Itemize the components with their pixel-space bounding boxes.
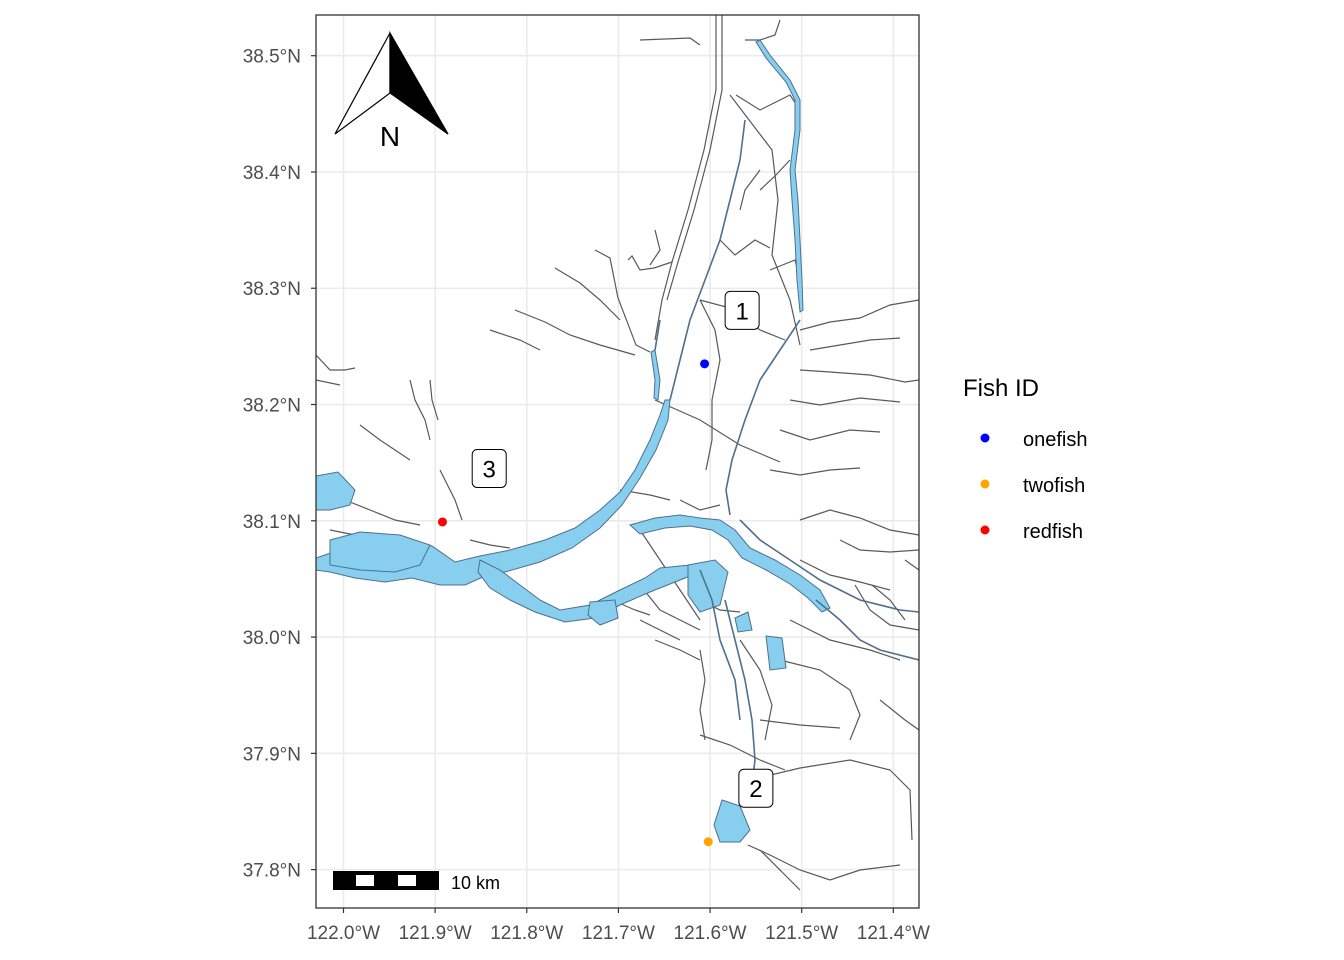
region-label-box — [724, 290, 760, 330]
fish-points — [437, 359, 713, 847]
region-labels: 1 3 2 — [471, 290, 774, 808]
region-label-1: 1 — [724, 290, 760, 330]
region-label-2: 2 — [738, 768, 774, 808]
map-content: 1 3 2 — [316, 15, 919, 891]
panel-border — [315, 14, 920, 909]
y-tick-label: 38.3°N — [243, 279, 301, 300]
fish-point-redfish — [437, 517, 447, 527]
y-tick-label: 38.2°N — [243, 396, 301, 417]
y-tick-label: 38.0°N — [243, 628, 301, 649]
region-label-text: 2 — [749, 776, 762, 803]
legend-label-onefish: onefish — [1023, 429, 1088, 451]
x-tick-label: 121.9°W — [399, 923, 472, 944]
x-tick-label: 122.0°W — [307, 923, 380, 944]
map-panel — [316, 15, 919, 908]
scale-bar: 10 km — [333, 871, 500, 893]
legend-label-twofish: twofish — [1023, 475, 1085, 497]
region-label-text: 3 — [483, 456, 496, 483]
legend: Fish ID onefish twofish redfish — [963, 375, 1088, 543]
x-tick-label: 121.5°W — [765, 923, 838, 944]
y-tick-label: 37.9°N — [243, 744, 301, 765]
water-bodies — [316, 39, 831, 843]
legend-key-twofish — [980, 479, 990, 489]
scale-bar-label: 10 km — [451, 873, 500, 893]
legend-items: onefish twofish redfish — [980, 429, 1088, 543]
legend-key-onefish — [980, 433, 990, 443]
scale-bar-segment — [356, 875, 374, 886]
fish-point-onefish — [700, 359, 710, 369]
region-label-3: 3 — [471, 448, 507, 488]
land-boundaries — [316, 15, 919, 891]
grid-lines — [316, 15, 919, 908]
x-tick-label: 121.6°W — [674, 923, 747, 944]
fish-point-twofish — [703, 837, 713, 847]
y-tick-label: 37.8°N — [243, 861, 301, 882]
legend-key-redfish — [980, 525, 990, 535]
y-tick-label: 38.4°N — [243, 163, 301, 184]
water-channels — [654, 119, 919, 801]
x-tick-label: 121.8°W — [490, 923, 563, 944]
region-label-box — [471, 448, 507, 488]
x-axis: 122.0°W 121.9°W 121.8°W 121.7°W 121.6°W 121.5… — [307, 908, 930, 944]
north-arrow: N — [334, 30, 449, 152]
region-label-box — [738, 768, 774, 808]
scale-bar-segment — [398, 875, 416, 886]
north-arrow-right-icon — [389, 30, 449, 135]
north-arrow-label: N — [380, 121, 400, 152]
legend-title: Fish ID — [963, 375, 1039, 402]
y-tick-label: 38.5°N — [243, 47, 301, 68]
region-label-text: 1 — [735, 298, 748, 325]
y-axis: 38.5°N 38.4°N 38.3°N 38.2°N 38.1°N 38.0°N 37.9… — [243, 47, 316, 882]
legend-label-redfish: redfish — [1023, 521, 1083, 543]
x-tick-label: 121.7°W — [582, 923, 655, 944]
x-tick-label: 121.4°W — [857, 923, 930, 944]
scale-bar-frame — [333, 871, 439, 890]
y-tick-label: 38.1°N — [243, 512, 301, 533]
